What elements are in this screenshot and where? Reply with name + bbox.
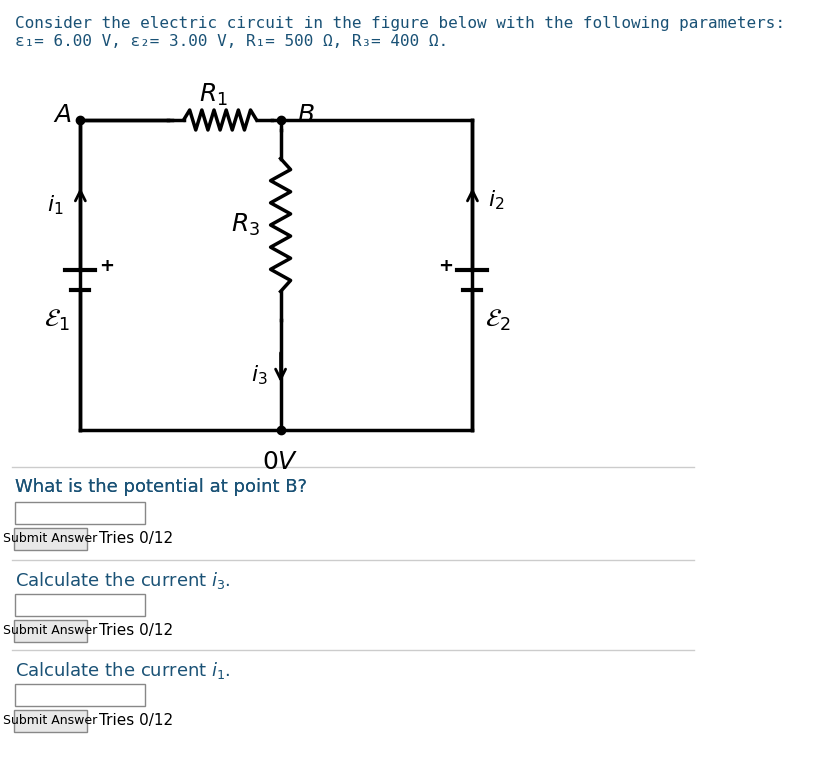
Text: Tries 0/12: Tries 0/12	[98, 714, 173, 728]
FancyBboxPatch shape	[14, 710, 87, 732]
Text: Calculate the current $i_3$.: Calculate the current $i_3$.	[15, 570, 231, 591]
Text: $i_3$: $i_3$	[250, 363, 267, 387]
Text: $\mathcal{E}_1$: $\mathcal{E}_1$	[44, 308, 70, 333]
FancyBboxPatch shape	[15, 502, 144, 524]
Text: +: +	[439, 257, 453, 275]
FancyBboxPatch shape	[14, 528, 87, 550]
Text: Tries 0/12: Tries 0/12	[98, 624, 173, 639]
Text: Calculate the current $i_1$.: Calculate the current $i_1$.	[15, 660, 231, 681]
Text: What is the potential at point B?: What is the potential at point B?	[15, 478, 307, 496]
Text: $B$: $B$	[297, 103, 314, 127]
Text: $R_1$: $R_1$	[199, 82, 228, 108]
Text: Consider the electric circuit in the figure below with the following parameters:: Consider the electric circuit in the fig…	[15, 16, 786, 31]
Text: $\mathcal{E}_2$: $\mathcal{E}_2$	[485, 308, 510, 333]
Text: $i_1$: $i_1$	[47, 193, 63, 217]
Text: $i_2$: $i_2$	[488, 188, 504, 212]
FancyBboxPatch shape	[14, 620, 87, 642]
Text: Submit Answer: Submit Answer	[3, 532, 98, 546]
Text: +: +	[99, 257, 114, 275]
Text: ε₁= 6.00 V, ε₂= 3.00 V, R₁= 500 Ω, R₃= 400 Ω.: ε₁= 6.00 V, ε₂= 3.00 V, R₁= 500 Ω, R₃= 4…	[15, 34, 449, 49]
Text: $A$: $A$	[53, 103, 72, 127]
Text: Submit Answer: Submit Answer	[3, 715, 98, 728]
Text: Submit Answer: Submit Answer	[3, 625, 98, 638]
Text: Tries 0/12: Tries 0/12	[98, 532, 173, 546]
FancyBboxPatch shape	[15, 684, 144, 706]
FancyBboxPatch shape	[15, 594, 144, 616]
Text: $R_3$: $R_3$	[231, 212, 260, 238]
Text: $0V$: $0V$	[263, 450, 299, 474]
Text: What is the potential at point B?: What is the potential at point B?	[15, 478, 307, 496]
